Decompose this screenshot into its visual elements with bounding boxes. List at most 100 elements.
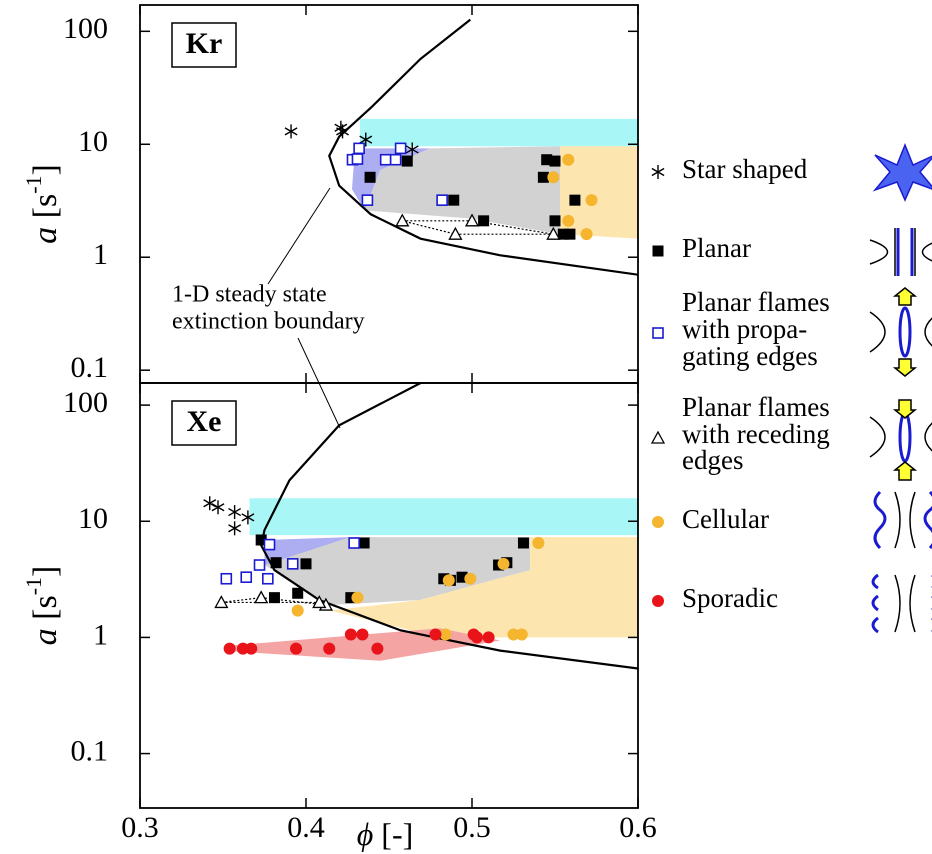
open-square-marker [351, 153, 364, 165]
triangle-marker [214, 595, 229, 609]
x-tick-label: 0.4 [287, 811, 325, 844]
circle-marker [507, 628, 520, 641]
open-square-marker [389, 153, 402, 166]
x-tick-label: 0.5 [453, 811, 491, 844]
star-stroke [211, 503, 225, 512]
square-marker [456, 571, 468, 583]
extinction-curve [328, 18, 638, 276]
y-label-exp: -1 [21, 577, 46, 595]
legend-label: Sporadic [682, 583, 778, 613]
leader-line [297, 337, 341, 429]
square-marker [364, 171, 376, 183]
circle-marker [429, 628, 442, 641]
x-label-symbol: ϕ [357, 816, 374, 852]
circle-marker [442, 574, 455, 587]
star-stroke [336, 127, 349, 136]
square-marker [268, 592, 280, 604]
star-marker [336, 124, 349, 139]
icon-receding [869, 399, 932, 481]
circle-marker [344, 628, 357, 641]
triangle-marker [395, 213, 410, 227]
icon-planar [869, 228, 932, 276]
y-label-symbol: a [27, 628, 64, 645]
star-stroke [228, 524, 242, 533]
star-marker [284, 124, 298, 139]
y-label-exp: -1 [21, 175, 46, 193]
circle-marker [562, 153, 575, 166]
circle-marker [497, 557, 510, 570]
square-marker [569, 194, 581, 206]
square-marker [478, 215, 490, 227]
square-marker [517, 537, 529, 549]
square-marker [549, 155, 561, 167]
y-tick-label: 10 [78, 125, 108, 158]
triangle-marker [254, 590, 269, 604]
circle-marker [580, 228, 593, 241]
open-square-marker [652, 327, 664, 339]
y-axis-label: a [s-1] [21, 566, 64, 646]
region [359, 118, 638, 147]
icon-propagating [869, 287, 932, 377]
circle-marker [482, 631, 495, 644]
panel-label-box [171, 400, 237, 446]
star-marker [241, 510, 255, 525]
circle-marker [439, 628, 452, 641]
plot-frame [139, 382, 639, 809]
region [364, 146, 560, 235]
y-tick-label: 1 [93, 238, 108, 271]
open-square-marker [379, 153, 392, 166]
open-square-marker [353, 142, 365, 155]
square-marker [448, 194, 460, 206]
circle-marker [290, 642, 303, 655]
circle-marker [652, 516, 664, 528]
square-marker [557, 228, 569, 240]
triangle-marker [546, 226, 561, 240]
y-label-unit: [s [27, 194, 64, 227]
region [559, 146, 638, 239]
triangle-marker [650, 430, 666, 444]
panel-label: Kr [186, 27, 223, 60]
square-marker [401, 155, 413, 167]
star-marker [651, 165, 665, 179]
y-label-close: ] [27, 566, 64, 577]
circle-marker [464, 572, 477, 585]
x-tick-label: 0.6 [619, 811, 657, 844]
circle-marker [470, 631, 483, 644]
square-marker [300, 558, 312, 570]
square-marker [255, 534, 267, 546]
legend-label: Star shaped [682, 154, 808, 184]
open-square-marker [220, 572, 233, 585]
region [351, 148, 431, 211]
star-stroke [228, 507, 242, 517]
square-marker [541, 154, 553, 166]
star-marker [359, 132, 373, 147]
triangle-marker [312, 595, 327, 609]
square-marker [537, 171, 549, 183]
region [330, 537, 638, 638]
open-square-marker [263, 538, 276, 551]
open-square-marker [436, 194, 448, 206]
legend-label: Planar flames [682, 287, 830, 317]
circle-marker [547, 171, 560, 184]
icon-sporadic [871, 573, 932, 634]
panel: 0.1 1 10 100 Xe a [s-1] [21, 382, 639, 809]
open-square-marker [262, 572, 274, 585]
star-stroke [405, 145, 419, 154]
circle-marker [371, 642, 384, 655]
star-marker [405, 142, 419, 157]
open-square-marker [394, 142, 407, 155]
icon-cellular [873, 490, 932, 550]
circle-marker [351, 591, 364, 604]
star-stroke [284, 127, 298, 136]
region [249, 498, 638, 536]
star-stroke [359, 135, 373, 144]
circle-marker [652, 595, 664, 607]
annotation: extinction boundary [172, 309, 365, 335]
legend-label: Cellular [682, 504, 769, 534]
triangle-marker [464, 213, 480, 227]
star-marker [228, 505, 242, 520]
circle-marker [585, 194, 598, 207]
y-tick-label: 1 [93, 618, 108, 651]
